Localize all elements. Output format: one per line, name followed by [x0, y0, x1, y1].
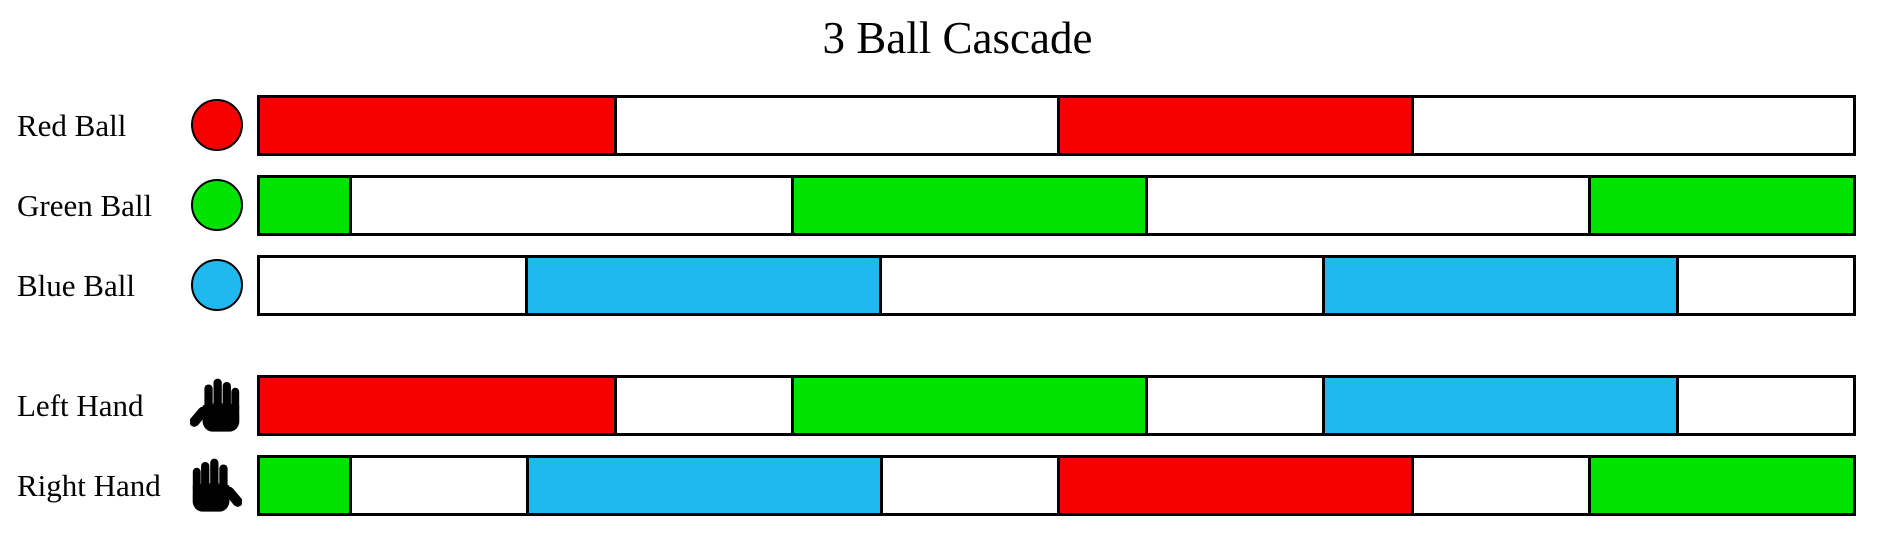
segment-white	[1676, 378, 1853, 433]
green-ball-track	[257, 175, 1856, 236]
segment-white	[879, 258, 1322, 313]
segment-green	[791, 178, 1145, 233]
red-ball-label: Red Ball	[17, 108, 127, 143]
blue-ball-label: Blue Ball	[17, 268, 135, 303]
segment-red	[1056, 458, 1411, 513]
segment-white	[348, 458, 526, 513]
red-ball-track	[257, 95, 1856, 156]
segment-blue	[1322, 378, 1676, 433]
row-right-hand: Right Hand	[0, 455, 1877, 516]
segment-white	[348, 178, 792, 233]
left-hand-track	[257, 375, 1856, 436]
page-title: 3 Ball Cascade	[822, 13, 1093, 63]
segment-red	[260, 98, 614, 153]
segment-green	[1587, 178, 1853, 233]
segment-red	[260, 378, 614, 433]
blue-ball-track	[257, 255, 1856, 316]
right-hand-track	[257, 455, 1856, 516]
segment-green	[791, 378, 1145, 433]
segment-green	[260, 458, 349, 513]
red-ball-icon	[191, 99, 243, 151]
left-hand-label: Left Hand	[17, 388, 144, 423]
segment-blue	[525, 258, 880, 313]
segment-green	[260, 178, 349, 233]
segment-white	[1145, 378, 1322, 433]
segment-white	[614, 378, 791, 433]
row-red-ball: Red Ball	[0, 95, 1877, 156]
segment-white	[1410, 98, 1854, 153]
segment-red	[1056, 98, 1411, 153]
segment-blue	[525, 458, 880, 513]
right-hand-icon	[190, 457, 242, 515]
segment-white	[1675, 258, 1853, 313]
segment-white	[614, 98, 1057, 153]
right-hand-label: Right Hand	[17, 468, 161, 503]
left-hand-icon	[190, 377, 242, 435]
segment-white	[1145, 178, 1588, 233]
blue-ball-icon	[191, 259, 243, 311]
segment-white	[260, 258, 525, 313]
green-ball-label: Green Ball	[17, 188, 153, 223]
row-green-ball: Green Ball	[0, 175, 1877, 236]
segment-white	[879, 458, 1057, 513]
segment-white	[1410, 458, 1588, 513]
green-ball-icon	[191, 179, 243, 231]
segment-green	[1587, 458, 1853, 513]
segment-blue	[1321, 258, 1676, 313]
row-left-hand: Left Hand	[0, 375, 1877, 436]
row-blue-ball: Blue Ball	[0, 255, 1877, 316]
